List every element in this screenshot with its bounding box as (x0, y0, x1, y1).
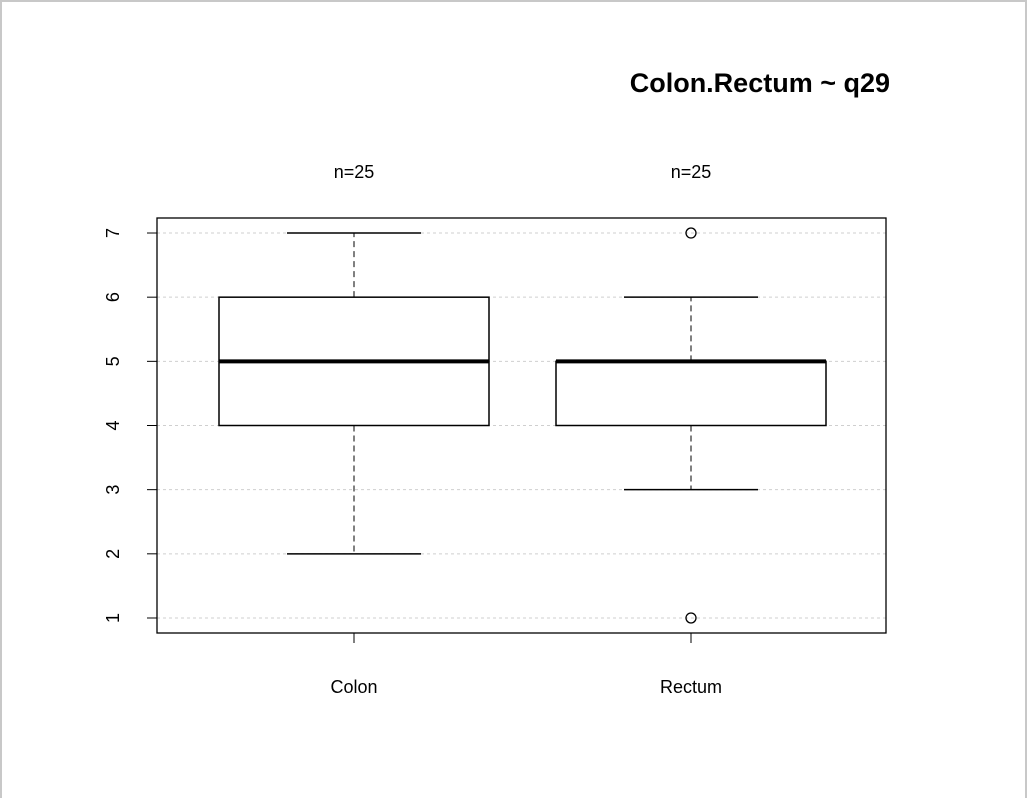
x-tick-label: Colon (330, 677, 377, 697)
y-tick-label: 7 (103, 228, 123, 238)
y-tick-label: 6 (103, 292, 123, 302)
chart-title: Colon.Rectum ~ q29 (630, 68, 890, 98)
outlier (685, 227, 697, 239)
n-label: n=25 (671, 162, 712, 182)
x-tick-label: Rectum (660, 677, 722, 697)
y-tick-label: 3 (103, 485, 123, 495)
outlier (685, 612, 697, 624)
y-tick-label: 5 (103, 356, 123, 366)
plot-frame (156, 217, 887, 634)
y-tick-label: 1 (103, 613, 123, 623)
y-tick-label: 4 (103, 420, 123, 430)
n-label: n=25 (334, 162, 375, 182)
y-tick-label: 2 (103, 549, 123, 559)
box (555, 360, 827, 427)
